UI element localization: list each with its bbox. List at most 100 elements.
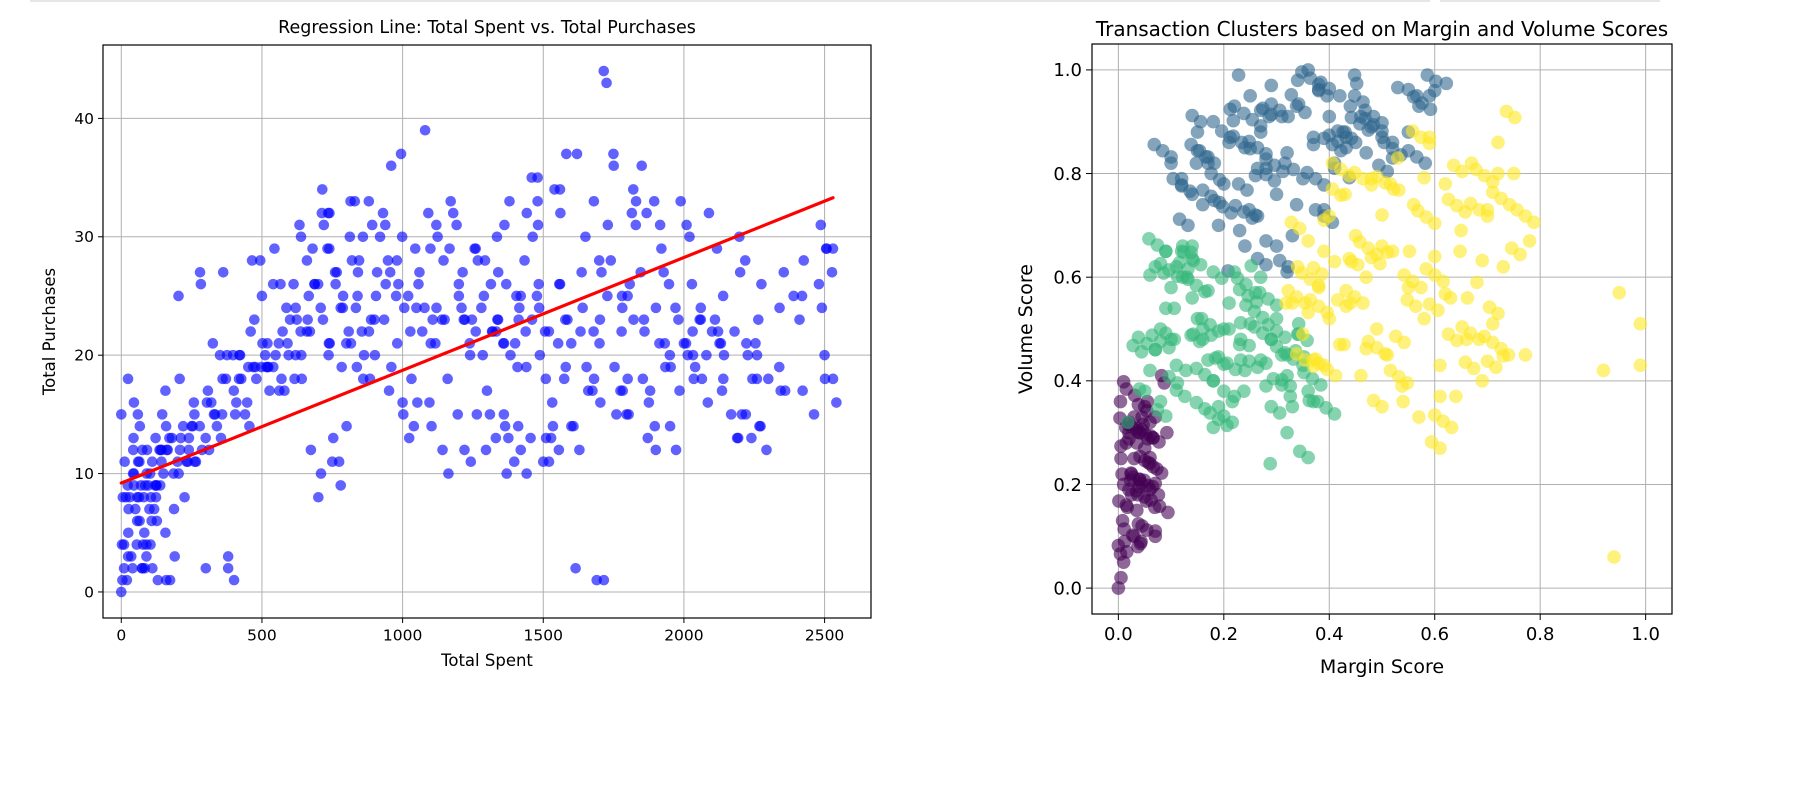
chart1-point xyxy=(526,172,538,183)
chart1-point xyxy=(587,385,598,396)
chart1-point xyxy=(357,231,369,243)
chart2-point xyxy=(1427,83,1442,98)
chart2-point xyxy=(1181,272,1195,287)
chart1-point xyxy=(160,385,171,396)
chart1-point xyxy=(701,349,712,361)
chart2-point xyxy=(1453,244,1467,259)
chart2-point xyxy=(1522,234,1537,248)
chart1-point xyxy=(405,326,416,337)
chart1-point xyxy=(654,219,666,231)
chart1-point xyxy=(456,302,467,314)
chart2-point xyxy=(1322,109,1337,124)
chart2-point xyxy=(1269,239,1284,253)
chart1-point xyxy=(560,314,571,325)
chart1-point xyxy=(622,373,633,385)
chart1-point xyxy=(160,527,171,539)
chart1-point xyxy=(144,503,155,515)
chart1-point xyxy=(317,314,329,325)
chart2-point xyxy=(1167,301,1182,316)
chart1-point xyxy=(222,562,234,574)
chart1-point xyxy=(269,243,280,254)
chart1-point xyxy=(406,373,417,385)
chart1-point xyxy=(174,373,185,385)
chart2-point xyxy=(1269,339,1284,354)
chart2-point xyxy=(1226,129,1241,144)
chart2-ytick-label: 0.6 xyxy=(1053,267,1082,288)
chart2-point xyxy=(1207,193,1222,208)
chart1-point xyxy=(498,409,510,420)
chart1-point xyxy=(521,468,532,479)
chart1-point xyxy=(403,432,415,444)
chart2-point xyxy=(1159,326,1173,340)
chart1-point xyxy=(750,338,761,349)
chart2-point xyxy=(1263,456,1278,471)
chart1-point xyxy=(453,278,465,290)
chart1-xlabel: Total Spent xyxy=(440,651,533,670)
chart1-point xyxy=(227,349,239,361)
chart1-point xyxy=(305,444,317,456)
chart2-point xyxy=(1359,146,1373,160)
chart2-point xyxy=(1217,384,1231,398)
chart2-point xyxy=(1339,283,1353,298)
chart1-point xyxy=(277,326,288,337)
chart1-point xyxy=(815,219,827,231)
chart2-point xyxy=(1354,368,1368,383)
chart2-point xyxy=(1114,451,1128,466)
chart2-point xyxy=(1211,350,1226,364)
chart2-point xyxy=(1201,283,1215,298)
chart1-point xyxy=(716,385,728,396)
chart1-point xyxy=(712,326,724,337)
chart1-point xyxy=(324,338,336,349)
chart2-point xyxy=(1439,76,1454,91)
chart2-xlabel: Margin Score xyxy=(1320,656,1444,678)
chart1-point xyxy=(477,349,489,361)
chart1-point xyxy=(117,574,128,586)
chart1-point xyxy=(117,491,129,503)
chart2-point xyxy=(1135,519,1149,533)
chart1-point xyxy=(396,231,408,243)
chart2-point xyxy=(1243,89,1257,103)
chart1-point xyxy=(492,314,503,325)
chart2-ytick-label: 0.8 xyxy=(1053,164,1082,185)
chart1-point xyxy=(636,160,648,172)
chart1-point xyxy=(281,302,292,314)
chart1-point xyxy=(211,420,223,432)
chart1-point xyxy=(816,302,828,314)
chart2-point xyxy=(1424,435,1439,449)
chart1-point xyxy=(295,326,306,337)
chart2-point xyxy=(1380,348,1395,362)
chart2-point xyxy=(1412,410,1426,424)
chart2-point xyxy=(1131,397,1146,412)
chart1-point xyxy=(533,302,545,314)
chart1-point xyxy=(630,219,642,231)
chart2-point xyxy=(1510,203,1524,217)
chart2-point xyxy=(1226,113,1241,128)
chart1-point xyxy=(798,255,810,266)
chart2-point xyxy=(1391,80,1405,95)
chart2-point xyxy=(1111,581,1126,595)
chart1-point xyxy=(459,444,470,456)
chart2-point xyxy=(1289,347,1304,361)
chart2-point xyxy=(1454,223,1468,238)
chart2-point xyxy=(1130,503,1144,518)
chart2-point xyxy=(1153,394,1168,409)
chart2-point xyxy=(1612,285,1627,300)
chart1-point xyxy=(270,349,281,361)
chart1-point xyxy=(229,409,241,420)
chart2-point xyxy=(1204,166,1218,181)
chart1-point xyxy=(696,373,708,385)
chart1-point xyxy=(200,432,211,444)
chart1-point xyxy=(490,432,502,444)
chart1-point xyxy=(397,397,408,408)
chart2-point xyxy=(1227,99,1242,113)
chart1-point xyxy=(166,432,178,444)
chart1-point xyxy=(508,456,520,468)
chart1-point xyxy=(689,361,701,373)
chart2-point xyxy=(1485,185,1500,199)
chart2-point xyxy=(1172,212,1187,226)
chart1-point xyxy=(742,349,754,361)
chart1-point xyxy=(411,302,422,314)
chart1-point xyxy=(621,409,632,420)
chart1-point xyxy=(402,290,414,302)
